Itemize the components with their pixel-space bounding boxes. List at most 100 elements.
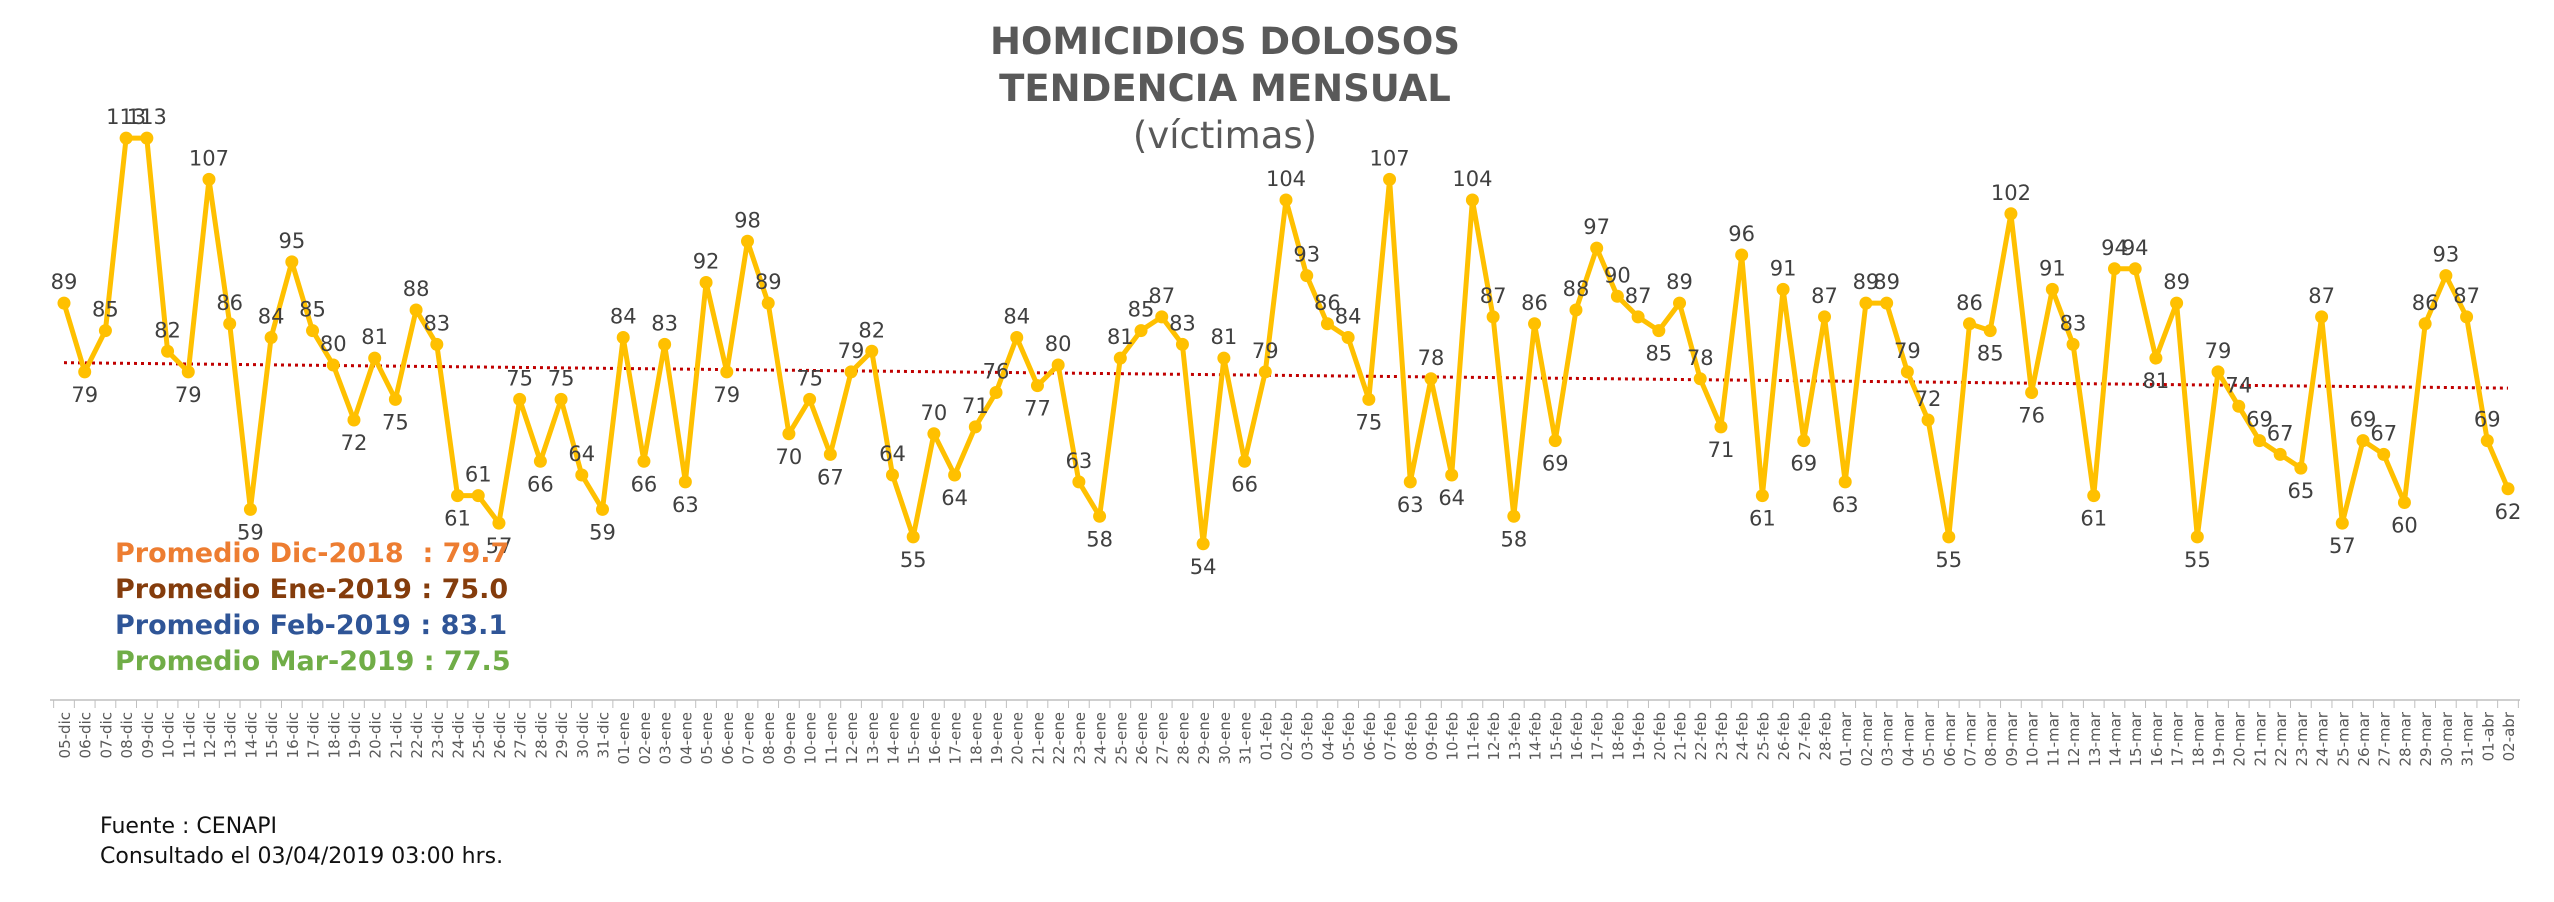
data-point [1217, 351, 1231, 365]
data-point [1962, 317, 1976, 331]
x-tick-label: 01-abr [2479, 711, 2497, 761]
data-label: 66 [527, 472, 554, 496]
data-point [2356, 434, 2370, 448]
data-point [1507, 509, 1521, 523]
data-point [2087, 489, 2101, 503]
x-tick-label: 06-dic [77, 712, 95, 758]
x-tick-label: 12-dic [201, 712, 219, 758]
x-tick-label: 31-ene [1237, 712, 1255, 764]
data-point [1652, 324, 1666, 338]
data-point [1362, 392, 1376, 406]
x-tick-label: 12-mar [2065, 711, 2083, 766]
x-tick-label: 29-dic [553, 712, 571, 758]
x-tick-label: 16-ene [926, 712, 944, 764]
data-point [388, 392, 402, 406]
data-label: 65 [2288, 479, 2315, 503]
data-label: 71 [962, 394, 989, 418]
data-label: 61 [465, 463, 492, 487]
x-tick-label: 03-mar [1879, 711, 1897, 766]
data-label: 92 [693, 250, 720, 274]
data-point [1383, 172, 1397, 186]
data-point [885, 468, 899, 482]
data-label: 69 [1542, 452, 1569, 476]
average-mar: Promedio Mar-2019 : 77.5 [115, 644, 511, 680]
data-point [761, 296, 775, 310]
source-text: Fuente : CENAPI [100, 814, 277, 839]
data-point [720, 365, 734, 379]
data-point [1921, 413, 1935, 427]
data-point [1797, 434, 1811, 448]
data-label: 69 [2474, 408, 2501, 432]
data-point [513, 392, 527, 406]
x-tick-label: 10-mar [2024, 711, 2042, 766]
data-point [1631, 310, 1645, 324]
data-point [1776, 282, 1790, 296]
data-label: 64 [879, 442, 906, 466]
data-point [1300, 269, 1314, 283]
x-tick-label: 30-ene [1216, 712, 1234, 764]
data-point [140, 131, 154, 145]
x-tick-label: 18-feb [1609, 712, 1627, 761]
x-tick-label: 20-dic [367, 712, 385, 758]
data-label: 86 [1314, 291, 1341, 315]
x-tick-label: 15-ene [905, 712, 923, 764]
data-label: 113 [106, 105, 146, 129]
x-tick-label: 05-feb [1340, 712, 1358, 761]
x-tick-label: 12-ene [843, 712, 861, 764]
data-label: 87 [1625, 284, 1652, 308]
data-point [1424, 372, 1438, 386]
consulted-text: Consultado el 03/04/2019 03:00 hrs. [100, 844, 504, 869]
data-label: 72 [1915, 387, 1942, 411]
data-label: 93 [2432, 243, 2459, 267]
x-tick-label: 25-ene [1112, 712, 1130, 764]
data-label: 107 [189, 146, 229, 170]
data-point [2128, 262, 2142, 276]
data-label: 89 [51, 270, 78, 294]
chart-title: HOMICIDIOS DOLOSOS [989, 20, 1460, 63]
data-point [948, 468, 962, 482]
x-tick-label: 14-dic [242, 712, 260, 758]
x-tick-label: 18-dic [325, 712, 343, 758]
data-label: 78 [1418, 346, 1445, 370]
average-dic-label: Promedio Dic-2018 : [115, 538, 443, 569]
x-tick-label: 24-feb [1734, 712, 1752, 761]
x-tick-label: 07-ene [739, 712, 757, 764]
x-tick-label: 18-ene [967, 712, 985, 764]
data-point [1859, 296, 1873, 310]
x-tick-label: 19-ene [988, 712, 1006, 764]
x-tick-label: 02-mar [1858, 711, 1876, 766]
data-point [2252, 434, 2266, 448]
data-label: 55 [2184, 548, 2211, 572]
data-label: 71 [1708, 438, 1735, 462]
data-label: 113 [127, 105, 167, 129]
x-tick-label: 22-feb [1692, 712, 1710, 761]
data-point [1196, 537, 1210, 551]
data-label: 59 [589, 520, 616, 544]
x-tick-label: 25-feb [1754, 712, 1772, 761]
data-label: 89 [1666, 270, 1693, 294]
data-label: 89 [755, 270, 782, 294]
data-point [1900, 365, 1914, 379]
x-tick-label: 16-feb [1568, 712, 1586, 761]
average-ene: Promedio Ene-2019 : 75.0 [115, 572, 511, 608]
x-tick-label: 14-ene [884, 712, 902, 764]
data-label: 57 [486, 534, 513, 558]
data-point [1983, 324, 1997, 338]
x-tick-label: 30-mar [2438, 711, 2456, 766]
data-label: 98 [734, 208, 761, 232]
data-label: 81 [1210, 325, 1237, 349]
data-point [1880, 296, 1894, 310]
x-tick-label: 23-feb [1713, 712, 1731, 761]
data-point [2315, 310, 2329, 324]
data-point [968, 420, 982, 434]
data-label: 84 [1003, 305, 1030, 329]
x-tick-label: 17-dic [305, 712, 323, 758]
data-label: 69 [2246, 408, 2273, 432]
x-tick-label: 06-ene [719, 712, 737, 764]
data-label: 69 [1790, 452, 1817, 476]
x-tick-label: 13-mar [2086, 711, 2104, 766]
data-label: 90 [1604, 263, 1631, 287]
data-label: 82 [858, 318, 885, 342]
